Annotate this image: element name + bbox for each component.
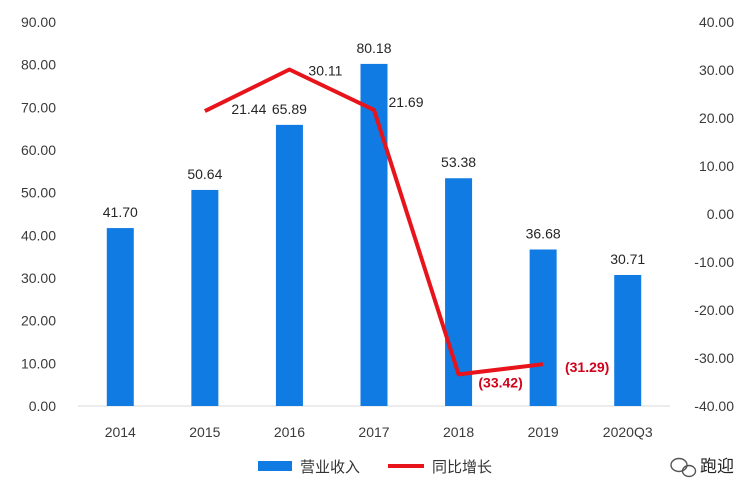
x-axis-ticks: 2014 2015 2016 2017 2018 2019 2020Q3 <box>105 424 653 440</box>
watermark: 跑迎 <box>670 457 734 478</box>
legend-bar-swatch <box>258 461 292 471</box>
bar-value-label: 30.71 <box>610 251 645 267</box>
right-tick-label: 40.00 <box>699 14 734 30</box>
right-tick-label: 30.00 <box>699 62 734 78</box>
x-tick-label: 2020Q3 <box>603 424 653 440</box>
right-tick-label: 0.00 <box>707 206 734 222</box>
left-tick-label: 10.00 <box>21 355 56 371</box>
bar <box>614 274 642 406</box>
legend-bar-label: 营业收入 <box>300 459 360 476</box>
left-tick-label: 80.00 <box>21 57 56 73</box>
line-value-label: 30.11 <box>308 62 342 78</box>
bar-series <box>106 63 642 407</box>
bar-value-label: 36.68 <box>526 225 561 241</box>
left-tick-label: 90.00 <box>21 14 56 30</box>
left-tick-label: 30.00 <box>21 270 56 286</box>
line-value-label: (31.29) <box>565 359 609 375</box>
bar <box>360 63 388 406</box>
right-tick-label: 10.00 <box>699 158 734 174</box>
left-tick-label: 60.00 <box>21 142 56 158</box>
bar-value-label: 65.89 <box>272 101 307 117</box>
x-tick-label: 2018 <box>443 424 474 440</box>
bar-value-label: 41.70 <box>103 204 138 220</box>
right-tick-label: -40.00 <box>694 398 734 414</box>
watermark-text: 跑迎 <box>700 457 734 476</box>
line-data-labels: 21.44 30.11 21.69 (33.42) (31.29) <box>231 62 609 390</box>
right-tick-label: -30.00 <box>694 350 734 366</box>
line-value-label: 21.44 <box>231 101 266 117</box>
bar <box>191 189 219 406</box>
right-tick-label: -10.00 <box>694 254 734 270</box>
bar-value-label: 50.64 <box>187 166 222 182</box>
bar-value-label: 53.38 <box>441 154 476 170</box>
x-tick-label: 2015 <box>189 424 220 440</box>
left-axis-ticks: 0.00 10.00 20.00 30.00 40.00 50.00 60.00 70.00 8… <box>21 14 56 414</box>
bar <box>106 228 134 406</box>
growth-line <box>204 67 544 377</box>
left-tick-label: 0.00 <box>29 398 56 414</box>
bar <box>275 124 303 407</box>
right-axis-ticks: -40.00 -30.00 -20.00 -10.00 0.00 10.00 20.00 30… <box>694 14 734 414</box>
left-tick-label: 20.00 <box>21 313 56 329</box>
x-tick-label: 2016 <box>274 424 305 440</box>
bar <box>529 249 557 406</box>
right-tick-label: -20.00 <box>694 302 734 318</box>
bar-data-labels: 41.70 50.64 65.89 80.18 53.38 36.68 30.71 <box>103 40 646 267</box>
left-tick-label: 70.00 <box>21 99 56 115</box>
bar-value-label: 80.18 <box>356 40 391 56</box>
line-value-label: (33.42) <box>478 374 522 390</box>
left-tick-label: 50.00 <box>21 185 56 201</box>
left-tick-label: 40.00 <box>21 227 56 243</box>
legend-line-label: 同比增长 <box>432 459 492 476</box>
right-tick-label: 20.00 <box>699 110 734 126</box>
legend: 营业收入 同比增长 <box>258 459 492 476</box>
wechat-icon <box>670 457 697 478</box>
x-tick-label: 2019 <box>528 424 559 440</box>
x-tick-label: 2017 <box>358 424 389 440</box>
line-value-label: 21.69 <box>388 94 423 110</box>
x-tick-label: 2014 <box>105 424 136 440</box>
